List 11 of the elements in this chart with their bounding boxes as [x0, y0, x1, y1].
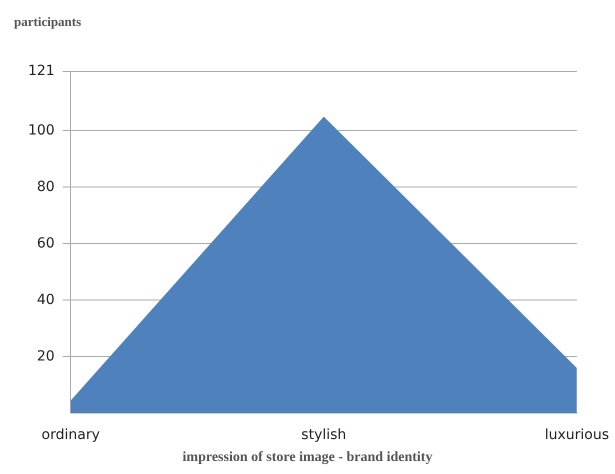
y-tick-label: 121 — [28, 63, 55, 80]
y-axis-title: participants — [14, 14, 82, 30]
x-tick-label: ordinary — [42, 427, 100, 444]
x-tick-label: stylish — [301, 427, 346, 444]
y-tick-label: 80 — [36, 178, 55, 195]
y-tick-label: 20 — [36, 348, 55, 364]
x-tick-label: luxurious — [544, 427, 610, 444]
y-tick-label: 100 — [28, 122, 55, 138]
y-tick-label: 40 — [36, 292, 55, 308]
y-tick-label: 60 — [36, 235, 55, 252]
x-axis-title: impression of store image - brand identity — [182, 450, 434, 466]
